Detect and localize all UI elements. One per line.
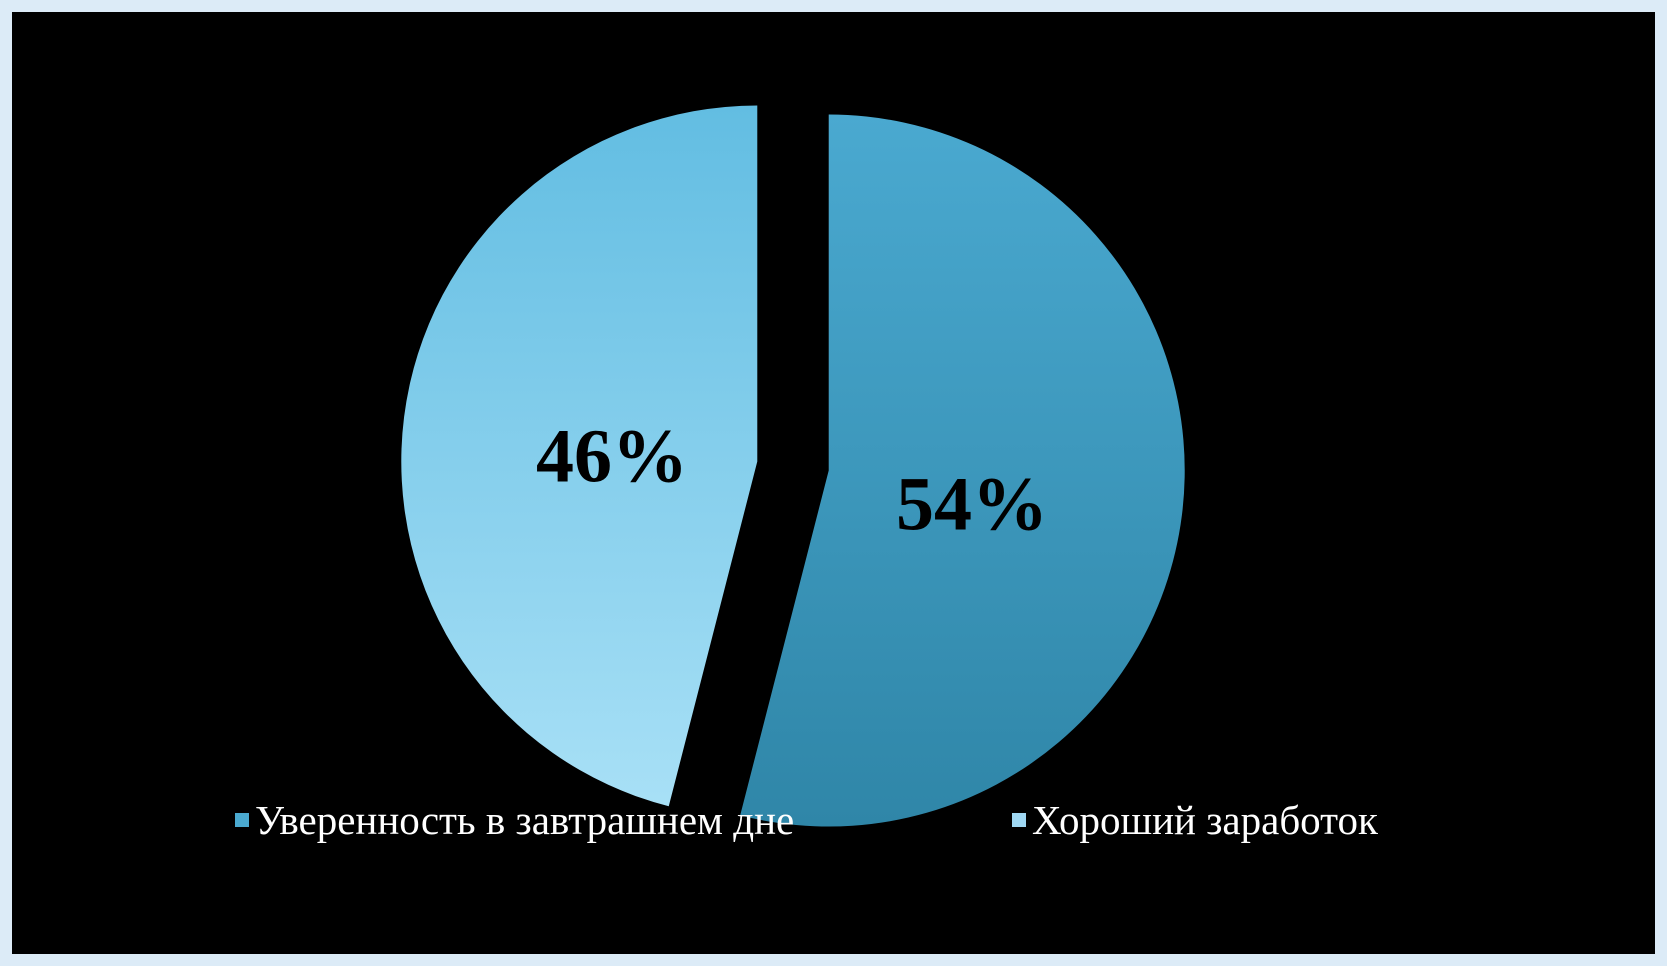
- pie-slices: [401, 105, 1185, 827]
- chart-area: 54% 46% Уверенность в завтрашнем дне Хоро…: [12, 12, 1655, 954]
- data-label-0: 54%: [896, 462, 1048, 546]
- pie-slice-0: [740, 114, 1185, 827]
- data-label-1: 46%: [536, 414, 688, 498]
- pie-slice-1: [401, 105, 758, 807]
- pie-chart: 54% 46%: [401, 105, 1185, 827]
- pie-data-labels: 54% 46%: [536, 414, 1048, 546]
